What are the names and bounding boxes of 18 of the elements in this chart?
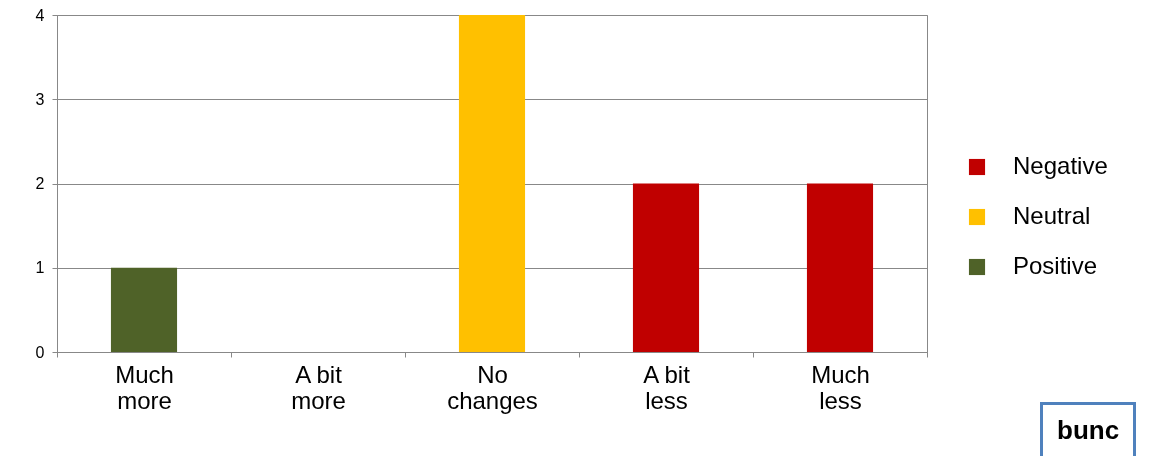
x-tick-label: A bit less [643, 360, 691, 414]
x-tick-label: Much more [115, 360, 174, 414]
bar [110, 267, 178, 352]
legend-label: Neutral [1013, 202, 1091, 229]
y-tick-label: 4 [35, 6, 45, 24]
legend-label: Positive [1013, 252, 1098, 279]
y-tick-label: 1 [35, 259, 45, 277]
legend-label: Negative [1013, 152, 1108, 179]
y-tick-label: 3 [35, 90, 45, 108]
bar [632, 183, 700, 352]
x-tick-label: A bit more [291, 360, 346, 414]
text: bunc [1040, 402, 1137, 456]
y-tick-label: 0 [35, 343, 45, 361]
bar [806, 183, 874, 352]
x-tick-label: Much less [811, 360, 870, 414]
bar [458, 15, 526, 352]
y-tick-label: 2 [35, 175, 45, 192]
x-tick-label: No changes [447, 360, 538, 414]
